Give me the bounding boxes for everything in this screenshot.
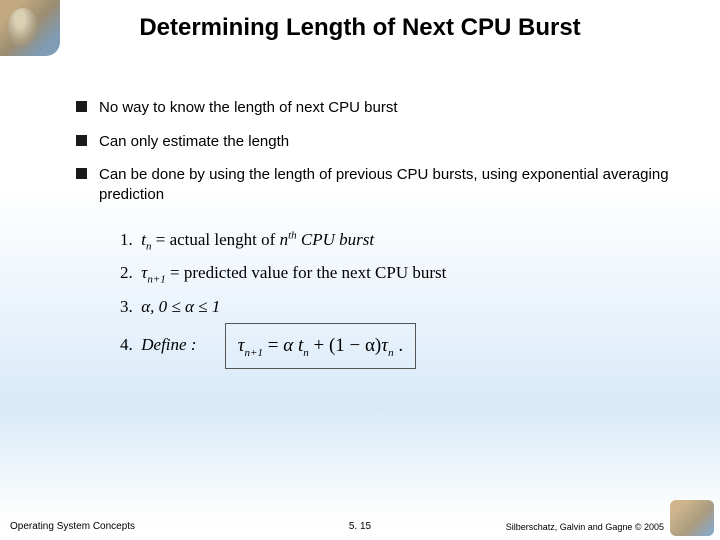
- formula-sup: th: [288, 229, 297, 241]
- bullet-text: Can only estimate the length: [99, 132, 289, 152]
- bullet-text: No way to know the length of next CPU bu…: [99, 98, 397, 118]
- slide-footer: Operating System Concepts 5. 15 Silbersc…: [0, 512, 720, 532]
- bullet-list: No way to know the length of next CPU bu…: [76, 98, 670, 218]
- formula-var: α: [283, 335, 298, 356]
- bullet-item: Can be done by using the length of previ…: [76, 165, 670, 204]
- formula-text: = actual lenght of: [151, 230, 279, 249]
- formula-number: 3.: [120, 297, 133, 316]
- bullet-item: No way to know the length of next CPU bu…: [76, 98, 670, 118]
- bullet-square-icon: [76, 135, 87, 146]
- formula-label: Define :: [141, 335, 196, 354]
- formula-sub: n+1: [147, 274, 165, 286]
- formula-line-1: 1. tn = actual lenght of nth CPU burst: [120, 224, 446, 257]
- slide-title: Determining Length of Next CPU Burst: [0, 14, 720, 42]
- formula-box: τn+1 = α tn + (1 − α)τn .: [225, 323, 416, 369]
- bullet-square-icon: [76, 101, 87, 112]
- formula-line-4: 4. Define : τn+1 = α tn + (1 − α)τn .: [120, 323, 446, 369]
- formula-text: = predicted value for the next CPU burst: [166, 263, 447, 282]
- formula-var: τ: [238, 335, 245, 356]
- formula-number: 4.: [120, 335, 133, 354]
- formula-text: α, 0 ≤ α ≤ 1: [141, 297, 220, 316]
- bullet-text: Can be done by using the length of previ…: [99, 165, 670, 204]
- formula-number: 2.: [120, 263, 133, 282]
- formula-text: CPU burst: [297, 230, 374, 249]
- bullet-square-icon: [76, 168, 87, 179]
- bullet-item: Can only estimate the length: [76, 132, 670, 152]
- formula-list: 1. tn = actual lenght of nth CPU burst 2…: [120, 224, 446, 369]
- formula-number: 1.: [120, 230, 133, 249]
- formula-var: n: [280, 230, 289, 249]
- formula-sub: n+1: [245, 347, 263, 359]
- formula-line-3: 3. α, 0 ≤ α ≤ 1: [120, 291, 446, 323]
- corner-logo-bottom-right: [670, 500, 714, 536]
- formula-line-2: 2. τn+1 = predicted value for the next C…: [120, 257, 446, 290]
- formula-paren: (1 − α): [329, 335, 381, 356]
- formula-dot: .: [394, 335, 404, 356]
- formula-op: =: [263, 335, 283, 356]
- footer-right: Silberschatz, Galvin and Gagne © 2005: [506, 522, 664, 532]
- formula-op: +: [309, 335, 329, 356]
